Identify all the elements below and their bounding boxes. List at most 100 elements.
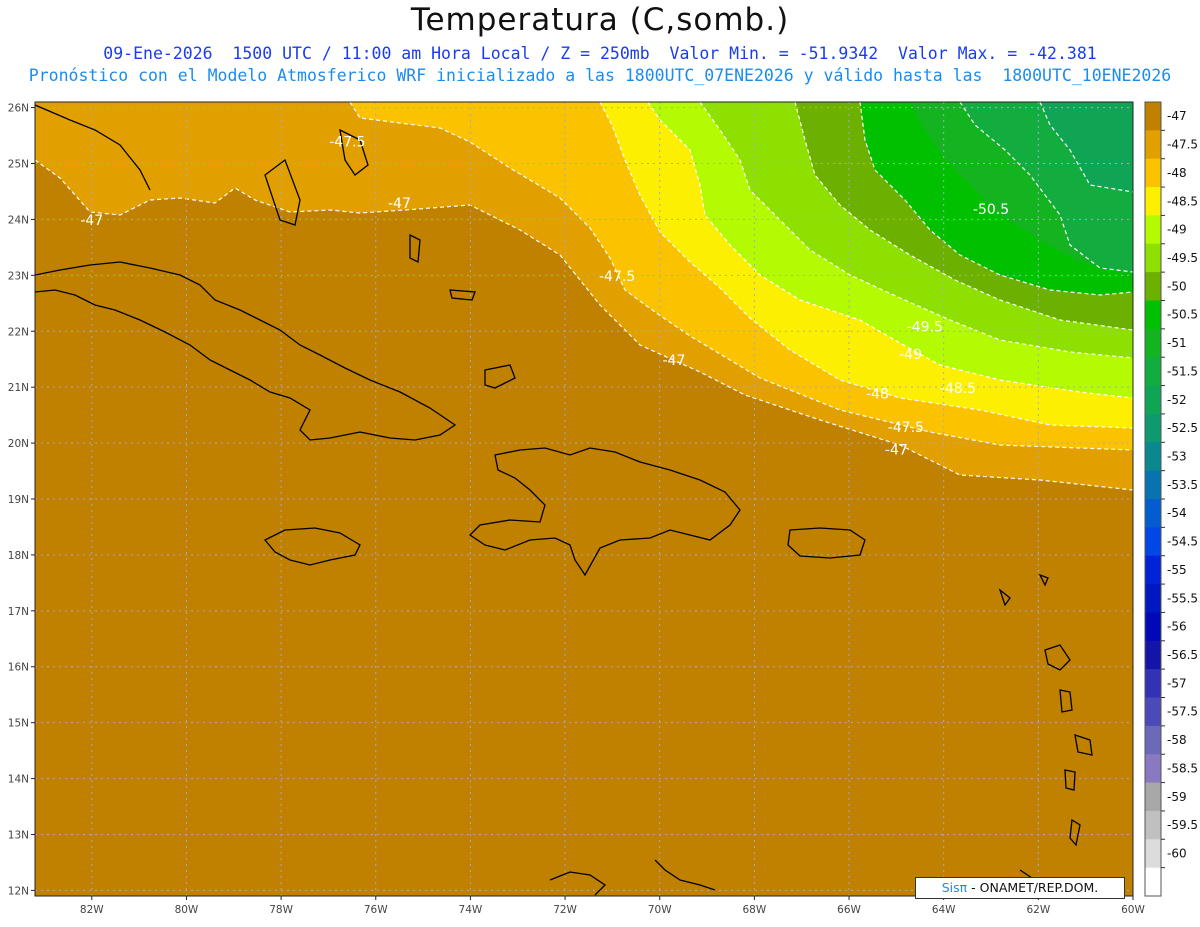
lat-tick-label: 19N — [8, 494, 29, 506]
colorbar-swatch — [1145, 810, 1161, 840]
lon-tick-label: 78W — [269, 904, 293, 916]
colorbar-swatch — [1145, 839, 1161, 869]
colorbar-label: -58.5 — [1167, 761, 1198, 775]
colorbar-swatch — [1145, 243, 1161, 273]
colorbar-swatch — [1145, 612, 1161, 642]
lat-tick-label: 18N — [8, 550, 29, 562]
lon-tick-label: 74W — [459, 904, 483, 916]
colorbar-label: -59 — [1167, 790, 1187, 804]
lat-tick-label: 20N — [8, 438, 29, 450]
contour-label: -47.5 — [888, 420, 924, 436]
model-info-line: Pronóstico con el Modelo Atmosferico WRF… — [28, 66, 1172, 85]
contour-label: -48.5 — [940, 381, 976, 397]
colorbar-label: -48 — [1167, 166, 1187, 180]
contour-label: -47 — [80, 213, 103, 229]
colorbar-swatch — [1145, 640, 1161, 670]
contour-label: -49.5 — [907, 319, 943, 335]
colorbar-label: -50 — [1167, 279, 1187, 293]
colorbar-label: -50.5 — [1167, 308, 1198, 322]
colorbar-label: -60 — [1167, 846, 1187, 860]
contour-label: -47 — [662, 353, 685, 369]
colorbar-label: -47.5 — [1167, 138, 1198, 152]
credit-text: - ONAMET/REP.DOM. — [971, 880, 1099, 895]
contour-label: -50.5 — [973, 202, 1009, 218]
contour-label: -47 — [885, 442, 908, 458]
colorbar-label: -55 — [1167, 563, 1187, 577]
colorbar-swatch — [1145, 130, 1161, 160]
contour-labels: -47.5 -47 -47 -47.5 -47 -50.5 -49.5 -49 -48.5 -48… — [80, 135, 1009, 459]
contour-lines — [35, 102, 1133, 491]
contour-label: -47 — [388, 196, 411, 212]
colorbar-swatch — [1145, 867, 1161, 897]
colorbar-swatch — [1145, 527, 1161, 557]
lon-tick-label: 70W — [648, 904, 672, 916]
lon-tick-label: 68W — [743, 904, 767, 916]
colorbar-label: -51.5 — [1167, 364, 1198, 378]
lat-tick-label: 23N — [8, 270, 29, 282]
lat-tick-label: 17N — [8, 606, 29, 618]
colorbar-label: -47 — [1167, 109, 1187, 123]
lat-tick-label: 26N — [8, 103, 29, 115]
colorbar-label: -53 — [1167, 449, 1187, 463]
contour-label: -47.5 — [599, 269, 635, 285]
colorbar-label: -55.5 — [1167, 591, 1198, 605]
sispi-logo: Sisπ — [941, 880, 968, 895]
colorbar-swatch — [1145, 272, 1161, 301]
lon-tick-label: 76W — [364, 904, 388, 916]
colorbar-swatch — [1145, 782, 1161, 812]
coastlines — [35, 104, 1093, 896]
colorbar-label: -51 — [1167, 336, 1187, 350]
contour-label: -48 — [866, 386, 889, 402]
colorbar-swatch — [1145, 442, 1161, 472]
colorbar-label: -57.5 — [1167, 705, 1198, 719]
temp-band-52 — [1040, 102, 1133, 192]
colorbar-label: -49.5 — [1167, 251, 1198, 265]
colorbar-swatch — [1145, 584, 1161, 613]
forecast-info-line: 09-Ene-2026 1500 UTC / 11:00 am Hora Loc… — [103, 44, 1097, 63]
lon-tick-label: 72W — [553, 904, 577, 916]
colorbar-swatch — [1145, 328, 1161, 358]
colorbar-label: -54 — [1167, 506, 1187, 520]
lat-tick-label: 15N — [8, 718, 29, 730]
colorbar-label: -48.5 — [1167, 194, 1198, 208]
lat-tick-label: 14N — [8, 774, 29, 786]
colorbar-swatch — [1145, 725, 1161, 755]
colorbar-label: -58 — [1167, 733, 1187, 747]
colorbar-swatch — [1145, 187, 1161, 216]
colorbar-label: -56 — [1167, 620, 1187, 634]
colorbar-label: -54.5 — [1167, 535, 1198, 549]
lat-tick-label: 13N — [8, 829, 29, 841]
credit-box: Sisπ - ONAMET/REP.DOM. — [915, 877, 1125, 899]
lon-tick-label: 60W — [1121, 904, 1145, 916]
colorbar-label: -52.5 — [1167, 421, 1198, 435]
lat-tick-label: 21N — [8, 382, 29, 394]
lat-tick-label: 25N — [8, 159, 29, 171]
lat-tick-label: 22N — [8, 326, 29, 338]
colorbar-label: -59.5 — [1167, 818, 1198, 832]
grid-lines — [35, 102, 1133, 896]
colorbar-label: -53.5 — [1167, 478, 1198, 492]
colorbar-swatch — [1145, 697, 1161, 727]
colorbar-swatch — [1145, 555, 1161, 585]
lat-tick-label: 16N — [8, 662, 29, 674]
lon-tick-label: 80W — [175, 904, 199, 916]
lon-tick-label: 66W — [837, 904, 861, 916]
colorbar-swatch — [1145, 754, 1161, 784]
lon-tick-label: 62W — [1026, 904, 1050, 916]
colorbar-swatch — [1145, 470, 1161, 500]
colorbar-swatch — [1145, 102, 1161, 131]
page-title: Temperatura (C,somb.) — [410, 2, 790, 38]
contour-label: -47.5 — [329, 135, 365, 151]
colorbar-label: -49 — [1167, 223, 1187, 237]
lon-tick-label: 82W — [80, 904, 104, 916]
colorbar-swatch — [1145, 357, 1161, 387]
contour-label: -49 — [899, 347, 922, 363]
colorbar: -47 -47.5 -48 -48.5 -49 -49.5 -50 -50.5 -51 -51.5… — [1144, 101, 1198, 897]
colorbar-swatch — [1145, 300, 1161, 330]
colorbar-swatch — [1145, 158, 1161, 188]
lat-tick-label: 24N — [8, 214, 29, 226]
colorbar-swatch — [1145, 669, 1161, 698]
colorbar-label: -56.5 — [1167, 648, 1198, 662]
lon-tick-label: 64W — [932, 904, 956, 916]
